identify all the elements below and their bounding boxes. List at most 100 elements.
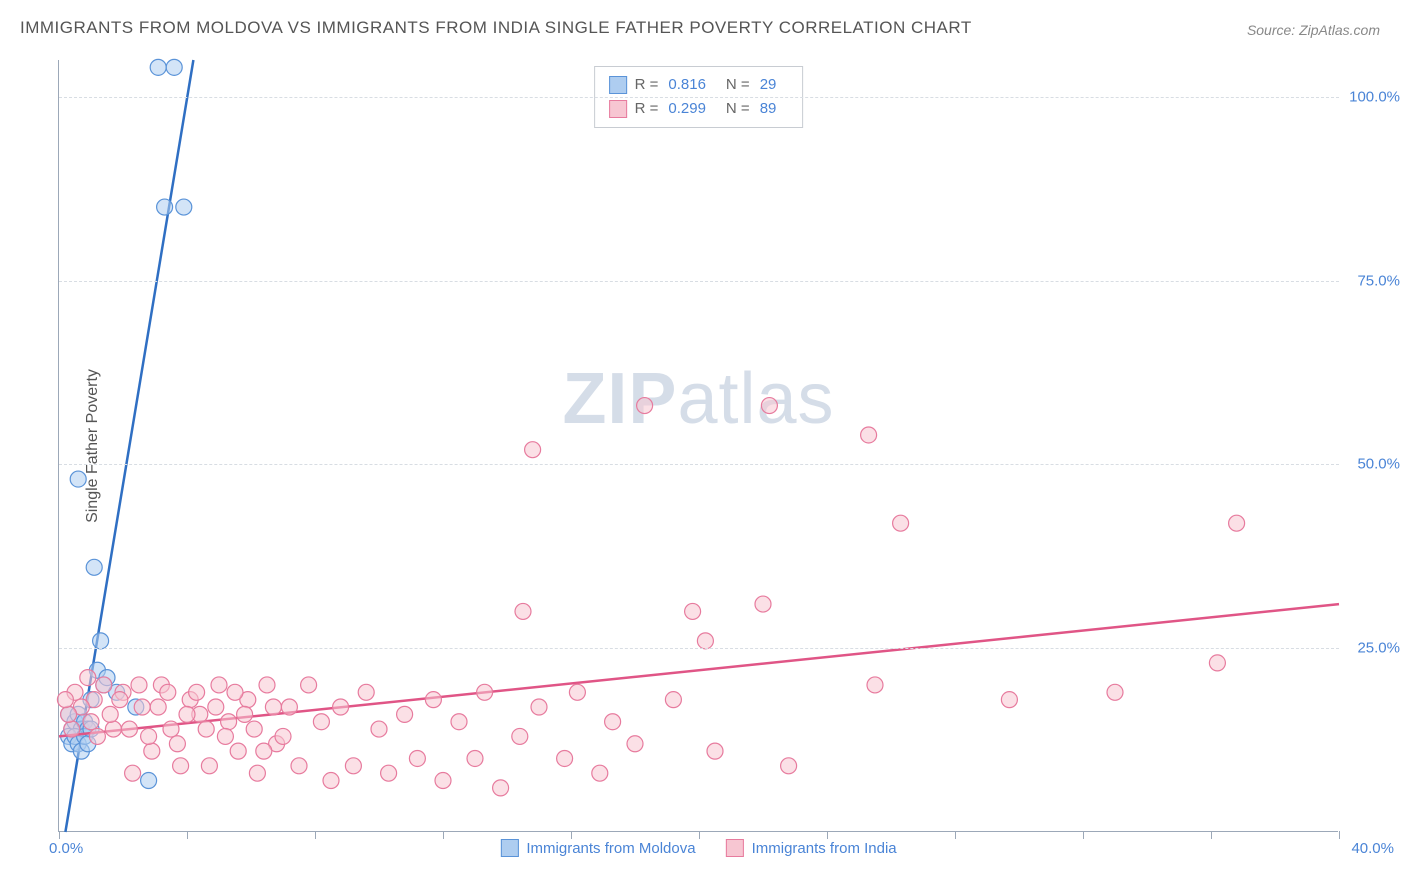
x-min-label: 0.0% [49,840,83,857]
data-point [83,714,99,730]
data-point [163,721,179,737]
data-point [246,721,262,737]
data-point [493,780,509,796]
x-tick [955,831,956,839]
data-point [89,728,105,744]
data-point [1209,655,1225,671]
data-point [189,684,205,700]
x-tick [1339,831,1340,839]
data-point [201,758,217,774]
x-tick [1083,831,1084,839]
data-point [867,677,883,693]
data-point [102,706,118,722]
data-point [425,692,441,708]
data-point [61,706,77,722]
data-point [893,515,909,531]
data-point [125,765,141,781]
data-point [592,765,608,781]
x-tick [315,831,316,839]
legend-item-moldova: Immigrants from Moldova [500,839,695,857]
data-point [525,442,541,458]
data-point [134,699,150,715]
data-point [96,677,112,693]
data-point [265,699,281,715]
data-point [211,677,227,693]
data-point [301,677,317,693]
swatch-blue-icon [609,76,627,94]
data-point [121,721,137,737]
swatch-pink-icon [609,100,627,118]
data-point [313,714,329,730]
swatch-blue-icon [500,839,518,857]
data-point [141,773,157,789]
r-label: R = [635,97,659,121]
legend-label-india: Immigrants from India [752,840,897,857]
data-point [160,684,176,700]
n-value-moldova: 29 [760,73,777,97]
data-point [605,714,621,730]
data-point [173,758,189,774]
data-point [557,750,573,766]
data-point [217,728,233,744]
y-tick-label: 25.0% [1357,640,1400,657]
data-point [275,728,291,744]
grid-line [59,648,1339,649]
data-point [323,773,339,789]
data-point [755,596,771,612]
data-point [685,603,701,619]
data-point [477,684,493,700]
data-point [861,427,877,443]
data-point [105,721,121,737]
grid-line [59,281,1339,282]
x-max-label: 40.0% [1351,840,1394,857]
swatch-pink-icon [726,839,744,857]
n-label: N = [726,97,750,121]
data-point [569,684,585,700]
x-tick [571,831,572,839]
x-tick [1211,831,1212,839]
data-point [1107,684,1123,700]
data-point [627,736,643,752]
data-point [150,699,166,715]
data-point [166,59,182,75]
data-point [70,471,86,487]
data-point [198,721,214,737]
data-point [345,758,361,774]
x-tick [443,831,444,839]
legend-label-moldova: Immigrants from Moldova [526,840,695,857]
grid-line [59,464,1339,465]
data-point [707,743,723,759]
data-point [176,199,192,215]
plot-region: ZIPatlas R = 0.816 N = 29 R = 0.299 N = … [58,60,1338,832]
data-point [665,692,681,708]
n-label: N = [726,73,750,97]
data-point [112,692,128,708]
data-point [409,750,425,766]
data-point [637,398,653,414]
data-point [141,728,157,744]
data-point [761,398,777,414]
y-tick-label: 100.0% [1349,88,1400,105]
data-point [781,758,797,774]
r-value-moldova: 0.816 [668,73,706,97]
r-label: R = [635,73,659,97]
data-point [169,736,185,752]
data-point [515,603,531,619]
x-tick [699,831,700,839]
data-point [451,714,467,730]
data-point [249,765,265,781]
data-point [86,559,102,575]
data-point [256,743,272,759]
data-point [144,743,160,759]
data-point [1229,515,1245,531]
x-tick [827,831,828,839]
scatter-svg [59,60,1339,832]
data-point [150,59,166,75]
data-point [531,699,547,715]
data-point [230,743,246,759]
data-point [80,670,96,686]
r-value-india: 0.299 [668,97,706,121]
data-point [281,699,297,715]
y-tick-label: 75.0% [1357,272,1400,289]
data-point [131,677,147,693]
